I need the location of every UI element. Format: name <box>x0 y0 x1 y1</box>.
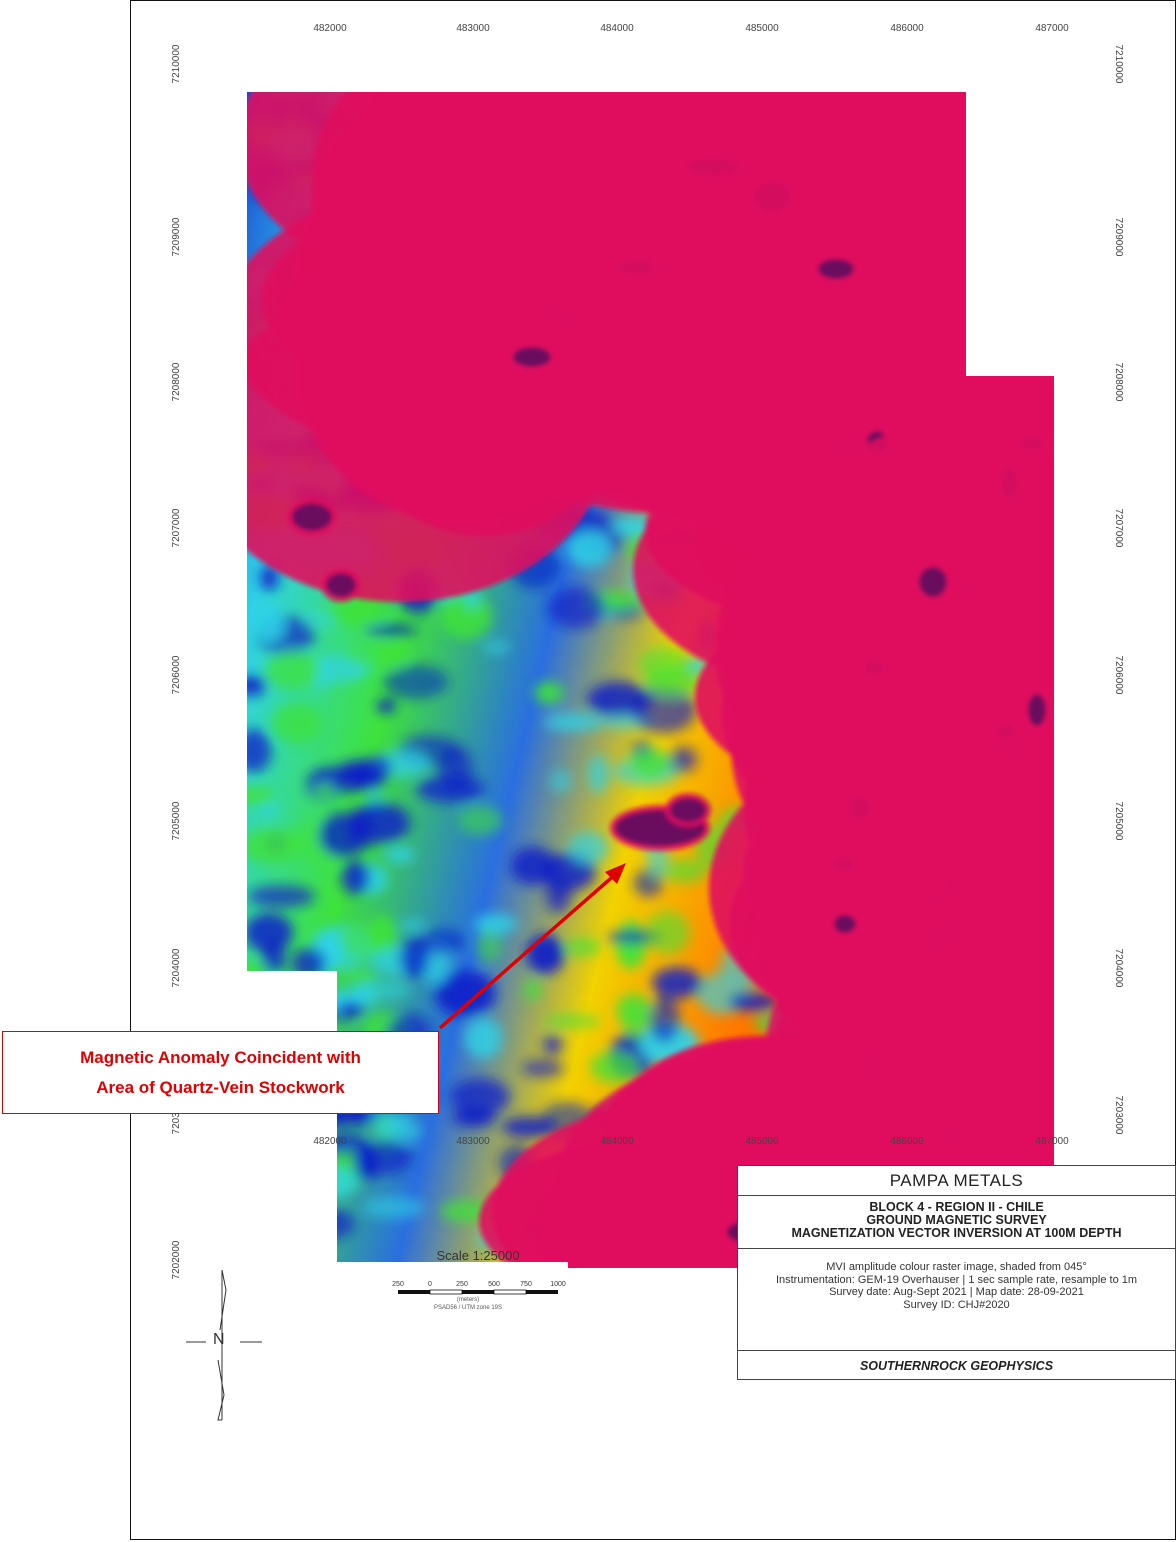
scale: Scale 1:25000 (meters) PSAD56 / UTM zone… <box>378 1248 578 1328</box>
y-tick-label: 7203000 <box>171 1095 182 1134</box>
y-tick-label: 7210000 <box>1113 45 1124 84</box>
title-line: MAGNETIZATION VECTOR INVERSION AT 100M D… <box>791 1226 1122 1240</box>
y-tick-label: 7205000 <box>171 801 182 840</box>
x-tick-label: 482000 <box>313 23 347 34</box>
north-arrow <box>186 1269 262 1421</box>
scale-title: Scale 1:25000 <box>436 1248 520 1263</box>
x-tick-label: 487000 <box>1035 23 1069 34</box>
y-tick-label: 7203000 <box>1113 1096 1124 1135</box>
y-tick-label: 7206000 <box>1113 656 1124 695</box>
title-line: GROUND MAGNETIC SURVEY <box>866 1213 1047 1227</box>
scale-datum: PSAD56 / UTM zone 19S <box>433 1305 503 1311</box>
annotation-callout: Magnetic Anomaly Coincident with Area of… <box>2 1031 439 1114</box>
scale-tick-label: 500 <box>488 1281 500 1288</box>
callout-line-1: Magnetic Anomaly Coincident with <box>80 1048 361 1067</box>
scale-bar <box>398 1289 558 1295</box>
y-tick-label: 7204000 <box>171 948 182 987</box>
y-axis-left-labels: 7210000 7209000 7208000 7207000 7206000 72050… <box>171 44 182 1279</box>
y-tick-label: 7205000 <box>1113 802 1124 841</box>
x-tick-label: 483000 <box>456 1136 490 1147</box>
x-tick-label: 485000 <box>745 23 779 34</box>
callout-line-2: Area of Quartz-Vein Stockwork <box>96 1078 345 1097</box>
x-tick-label: 486000 <box>890 1136 924 1147</box>
note-line: Survey ID: CHJ#2020 <box>903 1298 1010 1311</box>
map-title: BLOCK 4 - REGION II - CHILE GROUND MAGNE… <box>738 1196 1175 1249</box>
y-tick-label: 7207000 <box>1113 509 1124 548</box>
x-tick-label: 486000 <box>890 23 924 34</box>
y-tick-label: 7204000 <box>1113 949 1124 988</box>
title-block: PAMPA METALS BLOCK 4 - REGION II - CHILE… <box>737 1165 1176 1380</box>
x-tick-label: 483000 <box>456 23 490 34</box>
contractor-name: SOUTHERNROCK GEOPHYSICS <box>859 1359 1054 1373</box>
y-axis-right-labels: 7210000 7209000 7208000 7207000 7206000 72050… <box>1113 45 1124 1280</box>
scale-tick-label: 250 <box>456 1281 468 1288</box>
y-tick-label: 7208000 <box>171 362 182 401</box>
note-line: Survey date: Aug-Sept 2021 | Map date: 2… <box>829 1286 1084 1298</box>
company-name: PAMPA METALS <box>738 1166 1175 1196</box>
scale-tick-label: 250 <box>392 1281 404 1288</box>
x-axis-top-labels: 482000 483000 484000 485000 486000 487000 <box>313 23 1069 34</box>
note-line: MVI amplitude colour raster image, shade… <box>826 1261 1087 1273</box>
x-axis-bottom-labels: 482000 483000 484000 485000 486000 487000 <box>313 1136 1069 1147</box>
x-tick-label: 482000 <box>313 1136 347 1147</box>
y-tick-label: 7208000 <box>1113 363 1124 402</box>
callout-arrow <box>438 863 626 1030</box>
y-tick-label: 7209000 <box>171 217 182 256</box>
x-tick-label: 485000 <box>745 1136 779 1147</box>
y-tick-label: 7209000 <box>1113 218 1124 257</box>
y-tick-label: 7207000 <box>171 508 182 547</box>
x-tick-label: 487000 <box>1035 1136 1069 1147</box>
north-label: N <box>213 1331 225 1348</box>
scale-tick-label: 750 <box>520 1281 532 1288</box>
map-notes: MVI amplitude colour raster image, shade… <box>738 1249 1175 1351</box>
x-tick-label: 484000 <box>600 1136 634 1147</box>
scale-tick-label: 0 <box>428 1281 432 1288</box>
scale-tick-label: 1000 <box>550 1281 566 1288</box>
x-tick-label: 484000 <box>600 23 634 34</box>
scale-tick-labels: 250 0 250 500 750 1000 <box>392 1281 566 1288</box>
title-line: BLOCK 4 - REGION II - CHILE <box>869 1200 1044 1214</box>
y-tick-label: 7202000 <box>171 1240 182 1279</box>
y-tick-label: 7206000 <box>171 655 182 694</box>
scale-units: (meters) <box>456 1297 480 1303</box>
y-tick-label: 7210000 <box>171 44 182 83</box>
note-line: Instrumentation: GEM-19 Overhauser | 1 s… <box>775 1273 1138 1286</box>
